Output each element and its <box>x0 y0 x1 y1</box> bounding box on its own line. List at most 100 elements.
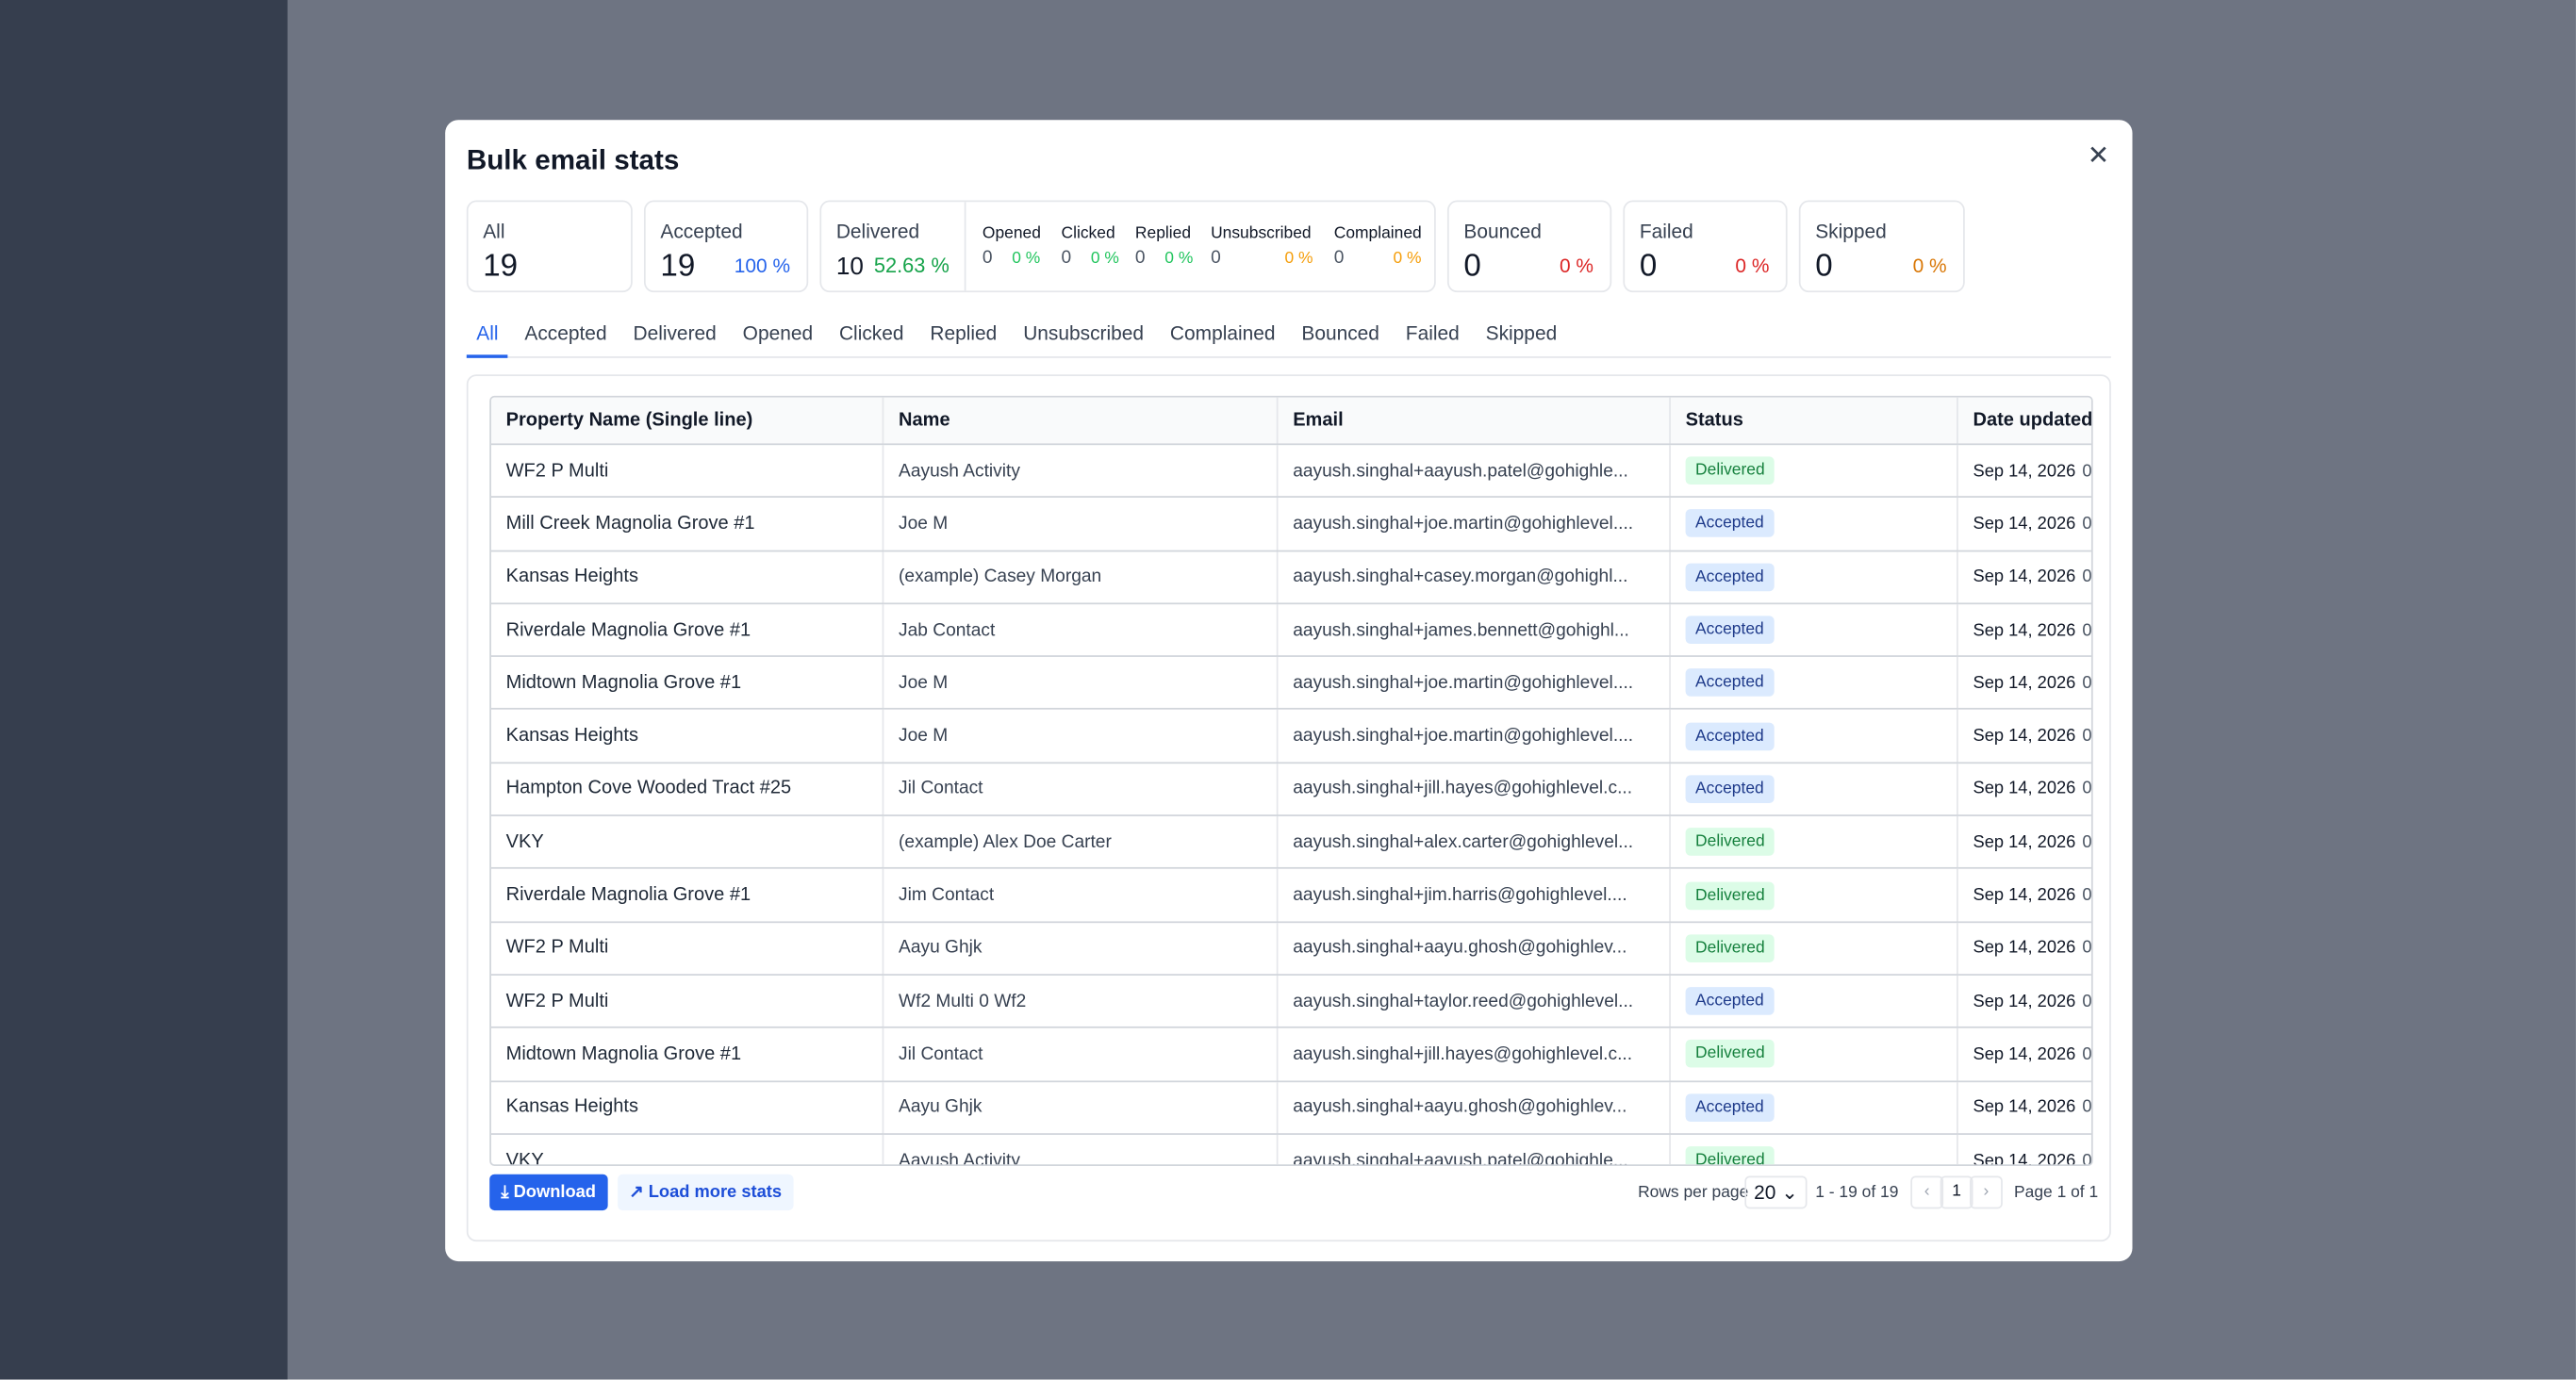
table-row: Kansas Heights (example) Casey Morgan aayu… <box>490 550 2092 604</box>
tab[interactable]: Accepted <box>524 321 607 345</box>
property-cell: Riverdale Magnolia Grove #1 <box>490 603 884 658</box>
status-cell: Delivered <box>1670 444 1958 499</box>
table-row: VKY Aayush Activity aayush.singhal+aayush.… <box>490 1133 2091 1167</box>
stat-card: Delivered 10 52.63 % Opened 0 0 % Clicked 0 0 % R… <box>819 200 1436 293</box>
property-cell: VKY <box>490 815 884 870</box>
email-cell: aayush.singhal+taylor.reed@gohighlevel..… <box>1277 975 1671 1029</box>
divider <box>964 202 966 291</box>
property-cell: Kansas Heights <box>490 709 884 764</box>
email-cell: aayush.singhal+aayush.patel@gohighle... <box>1277 444 1671 499</box>
status-badge: Delivered <box>1685 1040 1775 1069</box>
name-cell: Jil Contact <box>883 762 1279 817</box>
date: Sep 14, 2026 <box>1973 1097 2076 1118</box>
date: Sep 14, 2026 <box>1973 673 2076 693</box>
time: 08:58 PM <box>2082 831 2092 852</box>
time: 08:57 PM <box>2082 460 2092 481</box>
stat-value: 0 <box>1815 249 1833 285</box>
tab[interactable]: Unsubscribed <box>1023 321 1145 345</box>
status-badge: Accepted <box>1685 1092 1775 1122</box>
name-cell: Joe M <box>883 709 1279 764</box>
name-cell: (example) Casey Morgan <box>883 550 1279 604</box>
tab[interactable]: Clicked <box>838 321 904 345</box>
time: 08:57 PM <box>2082 726 2092 747</box>
modal: Bulk email stats ✕ All Accepted Delivered O… <box>445 120 2133 1262</box>
stat-percent: 52.63 % <box>873 255 949 278</box>
table: Property Name (Single line) Name Email Stat… <box>490 397 2092 1167</box>
sub-label: Clicked <box>1061 224 1115 243</box>
status-badge: Delivered <box>1685 934 1775 962</box>
time: 08:57 PM <box>2082 1097 2092 1118</box>
tab[interactable]: Delivered <box>633 321 717 345</box>
email-cell: aayush.singhal+aayu.ghosh@gohighlev... <box>1277 921 1671 976</box>
stat-value: 10 <box>835 253 864 281</box>
time: 08:57 PM <box>2082 885 2092 906</box>
name-cell: Aayush Activity <box>883 444 1279 499</box>
date-cell: Sep 14, 202608:57 PM(IST) <box>1957 921 2091 976</box>
time: 08:57 PM <box>2082 514 2092 534</box>
date: Sep 14, 2026 <box>1973 1150 2076 1167</box>
status-badge: Delivered <box>1685 828 1775 857</box>
date: Sep 14, 2026 <box>1973 779 2076 799</box>
name-cell: Aayush Activity <box>883 1133 1279 1165</box>
tab[interactable]: Replied <box>930 321 998 345</box>
range: 1 - 19 of 19 <box>1815 1184 1899 1203</box>
status-cell: Accepted <box>1670 550 1958 604</box>
status-cell: Delivered <box>1670 815 1958 870</box>
sub-label: Opened <box>982 224 1041 243</box>
status-badge: Accepted <box>1685 616 1775 645</box>
date-cell: Sep 14, 202608:58 PM(IST) <box>1957 815 2092 870</box>
load-more-button[interactable]: ↗ Load more stats <box>618 1174 794 1211</box>
tab[interactable]: Opened <box>742 321 814 345</box>
email-cell: aayush.singhal+casey.morgan@gohighl... <box>1277 550 1671 604</box>
sub-percent: 0 % <box>1393 249 1422 268</box>
email-cell: aayush.singhal+joe.martin@gohighlevel...… <box>1277 497 1671 551</box>
stat-card: Bounced 0 0 % <box>1446 200 1612 293</box>
load-more-label: Load more stats <box>648 1182 783 1203</box>
table-row: VKY (example) Alex Doe Carter aayush.singh… <box>490 815 2092 870</box>
time: 08:57 PM <box>2082 567 2092 587</box>
rows-per-page-label: Rows per page <box>1638 1184 1749 1203</box>
table-row: Midtown Magnolia Grove #1 Jil Contact aayu… <box>490 1027 2091 1082</box>
tab[interactable]: Complained <box>1169 321 1276 345</box>
download-button[interactable]: ⤓ Download <box>489 1174 608 1211</box>
page-of: Page 1 of 1 <box>2014 1184 2099 1203</box>
column-header: Date updated <box>1957 397 2091 446</box>
date-cell: Sep 14, 202608:57 PM(IST) <box>1957 603 2092 658</box>
table-row: WF2 P Multi Wf2 Multi 0 Wf2 aayush.singhal… <box>490 975 2091 1029</box>
sub-label: Complained <box>1333 224 1422 243</box>
sub-value: 0 <box>1211 248 1221 268</box>
status-badge: Accepted <box>1685 563 1775 591</box>
tab[interactable]: All <box>466 321 508 358</box>
date-cell: Sep 14, 202608:57 PM(IST) <box>1957 656 2091 711</box>
tab[interactable]: Failed <box>1405 321 1460 345</box>
sub-value: 0 <box>1333 248 1345 268</box>
tab[interactable]: Skipped <box>1485 321 1558 345</box>
current-page[interactable]: 1 <box>1940 1175 1973 1209</box>
date: Sep 14, 2026 <box>1973 726 2076 747</box>
status-badge: Accepted <box>1685 509 1775 538</box>
tab[interactable]: Bounced <box>1301 321 1379 345</box>
close-button[interactable]: ✕ <box>2087 142 2110 172</box>
date-cell: Sep 14, 202608:57 PM(IST) <box>1957 497 2092 551</box>
modal-title: Bulk email stats <box>466 144 680 176</box>
stat-percent: 0 % <box>1735 255 1770 278</box>
status-cell: Accepted <box>1670 762 1958 817</box>
time: 08:57 PM <box>2082 619 2092 640</box>
stat-label: All <box>483 220 505 243</box>
property-cell: Kansas Heights <box>490 550 884 604</box>
sub-label: Replied <box>1134 224 1192 243</box>
table-row: Riverdale Magnolia Grove #1 Jab Contact aa… <box>490 603 2092 658</box>
page-size-select[interactable]: 20 ⌄ <box>1744 1175 1808 1209</box>
status-cell: Accepted <box>1670 656 1958 711</box>
email-cell: aayush.singhal+james.bennett@gohighl... <box>1277 603 1671 658</box>
property-cell: Midtown Magnolia Grove #1 <box>490 656 884 711</box>
prev-page[interactable]: ‹ <box>1910 1175 1944 1209</box>
property-cell: Midtown Magnolia Grove #1 <box>490 1027 884 1082</box>
status-badge: Delivered <box>1685 456 1775 485</box>
sub-label: Unsubscribed <box>1211 224 1312 243</box>
property-cell: Mill Creek Magnolia Grove #1 <box>490 497 884 551</box>
next-page[interactable]: › <box>1970 1175 2003 1209</box>
date-cell: Sep 14, 202608:57 PM(IST) <box>1957 709 2092 764</box>
table-row: WF2 P Multi Aayu Ghjk aayush.singhal+aayu.… <box>490 921 2091 976</box>
